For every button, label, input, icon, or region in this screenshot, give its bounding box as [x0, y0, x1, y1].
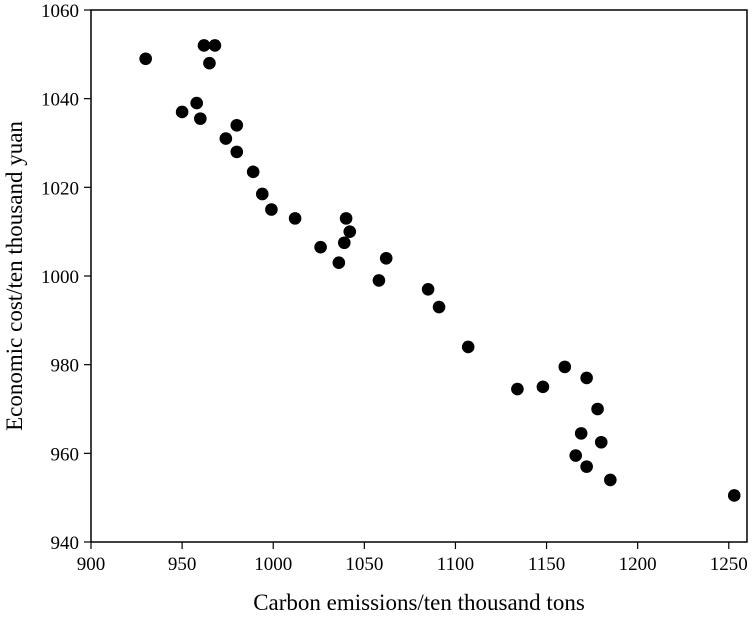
x-tick-label: 1000	[254, 554, 292, 575]
x-tick-label: 900	[77, 554, 106, 575]
data-point-10	[246, 165, 260, 179]
data-points	[139, 39, 741, 502]
data-point-22	[432, 300, 446, 314]
data-point-11	[255, 187, 269, 201]
y-tick-label: 1000	[41, 267, 79, 288]
data-point-1	[197, 39, 211, 52]
x-tick-label: 1250	[710, 554, 748, 575]
y-axis-title: Economic cost/ten thousand yuan	[2, 121, 27, 431]
data-point-14	[339, 212, 353, 225]
data-point-7	[230, 118, 244, 132]
data-point-15	[343, 225, 357, 238]
data-point-24	[558, 360, 572, 374]
data-point-23	[461, 340, 475, 354]
x-axis-ticks: 900 950 1000 1050 1100 1150 1200 1250	[77, 542, 748, 575]
data-point-31	[569, 449, 583, 462]
data-point-4	[190, 96, 203, 110]
data-point-28	[591, 402, 604, 416]
data-point-33	[604, 473, 617, 487]
x-tick-label: 1200	[619, 554, 657, 575]
y-tick-label: 960	[51, 444, 80, 465]
data-point-21	[421, 283, 435, 296]
x-tick-label: 1100	[437, 554, 474, 575]
data-point-13	[288, 212, 302, 225]
y-tick-label: 980	[51, 356, 80, 377]
data-point-3	[203, 56, 216, 70]
x-axis-title: Carbon emissions/ten thousand tons	[253, 590, 585, 615]
data-point-26	[536, 380, 550, 394]
data-point-29	[574, 427, 588, 440]
plot-frame	[90, 9, 748, 543]
data-point-19	[379, 251, 393, 265]
data-point-5	[175, 105, 189, 119]
y-axis-ticks: 940 960 980 1000 1020 1040 1060	[41, 1, 91, 554]
y-tick-label: 1060	[41, 1, 79, 22]
data-point-2	[208, 39, 222, 52]
data-point-6	[194, 112, 207, 125]
data-point-27	[511, 382, 524, 396]
data-point-8	[219, 132, 233, 145]
data-point-12	[265, 203, 278, 216]
data-point-32	[580, 460, 593, 473]
y-tick-label: 940	[51, 533, 80, 554]
data-point-18	[332, 256, 346, 270]
y-tick-label: 1020	[41, 178, 79, 199]
x-tick-label: 950	[168, 554, 197, 575]
x-tick-label: 1050	[345, 554, 383, 575]
data-point-9	[230, 145, 244, 159]
axes	[90, 9, 748, 543]
data-point-34	[727, 489, 741, 502]
data-point-17	[314, 240, 327, 254]
data-point-30	[594, 435, 608, 449]
x-tick-label: 1150	[528, 554, 565, 575]
data-point-0	[139, 52, 152, 66]
data-point-16	[337, 236, 351, 250]
y-tick-label: 1040	[41, 90, 79, 111]
data-point-25	[580, 371, 593, 385]
data-point-20	[372, 274, 386, 287]
